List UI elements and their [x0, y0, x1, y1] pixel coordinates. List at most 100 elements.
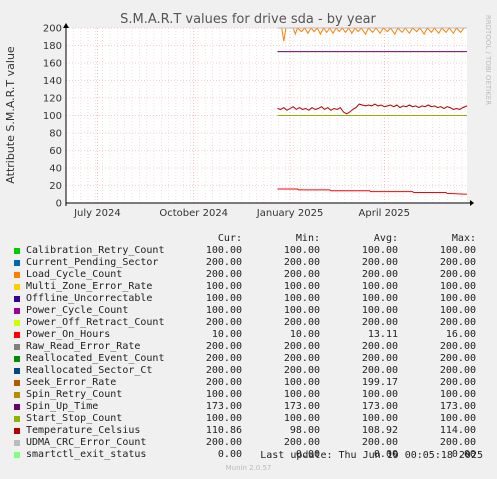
legend-name: Power_Cycle_Count — [26, 305, 129, 316]
legend-name: Seek_Error_Rate — [26, 377, 117, 388]
legend-row: Current_Pending_Sector 200.00 200.00 200.00… — [0, 257, 497, 269]
y-tick-label: 0 — [56, 199, 62, 210]
legend-cur: 200.00 — [205, 269, 242, 280]
legend-avg: 200.00 — [361, 437, 398, 448]
legend-name: Reallocated_Event_Count — [26, 353, 165, 364]
legend-row: UDMA_CRC_Error_Count 200.00 200.00 200.00 20… — [0, 437, 497, 449]
legend-header-max: Max: — [451, 233, 476, 244]
legend-max: 200.00 — [439, 377, 476, 388]
legend-name: Current_Pending_Sector — [26, 257, 159, 268]
legend-swatch — [14, 260, 20, 266]
legend-avg: 100.00 — [361, 413, 398, 424]
legend-name: Power_On_Hours — [26, 329, 111, 340]
y-tick-label: 100 — [43, 111, 62, 122]
x-tick-label: January 2025 — [256, 208, 324, 219]
y-axis-arrow — [63, 23, 69, 28]
legend-min: 98.00 — [289, 425, 320, 436]
legend-swatch — [14, 416, 20, 422]
legend-row: Load_Cycle_Count 200.00 200.00 200.00 200.00 — [0, 269, 497, 281]
legend-row: Temperature_Celsius 110.86 98.00 108.92 114.… — [0, 425, 497, 437]
series-load-cycle-count — [277, 27, 467, 42]
legend-max: 100.00 — [439, 305, 476, 316]
legend-name: smartctl_exit_status — [26, 449, 147, 460]
legend-min: 0.00 — [295, 449, 320, 460]
y-tick-label: 40 — [49, 164, 62, 175]
y-tick-label: 180 — [43, 41, 62, 52]
legend-max: 100.00 — [439, 245, 476, 256]
legend-name: Start_Stop_Count — [26, 413, 123, 424]
legend-row: Calibration_Retry_Count 100.00 100.00 100.0… — [0, 245, 497, 257]
x-tick-label: July 2024 — [73, 208, 121, 219]
legend-max: 16.00 — [445, 329, 476, 340]
legend-swatch — [14, 344, 20, 350]
legend-row: Power_Cycle_Count 100.00 100.00 100.00 100.0… — [0, 305, 497, 317]
legend-cur: 200.00 — [205, 365, 242, 376]
legend-avg: 13.11 — [367, 329, 398, 340]
legend-max: 0.00 — [451, 449, 476, 460]
legend-avg: 100.00 — [361, 305, 398, 316]
legend-min: 200.00 — [283, 317, 320, 328]
legend-min: 200.00 — [283, 257, 320, 268]
legend-header-avg: Avg: — [373, 233, 398, 244]
legend-avg: 108.92 — [361, 425, 398, 436]
y-tick-label: 20 — [49, 181, 62, 192]
legend-max: 100.00 — [439, 293, 476, 304]
y-ticks: 0 20 40 60 80 100 120 140 160 180 200 — [43, 24, 62, 210]
legend-name: Load_Cycle_Count — [26, 269, 123, 280]
y-axis-label: Attribute S.M.A.R.T value — [4, 46, 17, 184]
legend-row: Offline_Uncorrectable 100.00 100.00 100.00 1… — [0, 293, 497, 305]
chart: S.M.A.R.T values for drive sda - by year… — [4, 12, 492, 219]
y-tick-label: 120 — [43, 94, 62, 105]
legend-cur: 100.00 — [205, 281, 242, 292]
legend-cur: 200.00 — [205, 353, 242, 364]
legend-max: 114.00 — [439, 425, 476, 436]
legend-swatch — [14, 296, 20, 302]
legend-min: 100.00 — [283, 293, 320, 304]
legend-header-min: Min: — [295, 233, 320, 244]
legend-name: Power_Off_Retract_Count — [26, 317, 165, 328]
legend-name: Offline_Uncorrectable — [26, 293, 153, 304]
legend-cur: 100.00 — [205, 413, 242, 424]
legend-row: smartctl_exit_status 0.00 0.00 0.00 0.00 — [0, 449, 497, 461]
legend-avg: 100.00 — [361, 245, 398, 256]
legend-row: Reallocated_Sector_Ct 200.00 200.00 200.00 2… — [0, 365, 497, 377]
legend-row: Reallocated_Event_Count 200.00 200.00 200.0… — [0, 353, 497, 365]
legend-swatch — [14, 248, 20, 254]
y-tick-label: 200 — [43, 24, 62, 35]
legend-min: 100.00 — [283, 389, 320, 400]
legend-max: 200.00 — [439, 257, 476, 268]
legend-row: Spin_Retry_Count 100.00 100.00 100.00 100.00 — [0, 389, 497, 401]
legend-max: 200.00 — [439, 269, 476, 280]
series-power-on-hours — [277, 188, 468, 195]
legend-max: 173.00 — [439, 401, 476, 412]
legend-cur: 0.00 — [217, 449, 242, 460]
last-update: Last update: Thu Jun 19 00:05:18 2025 — [260, 450, 483, 461]
legend-max: 100.00 — [439, 413, 476, 424]
legend-row: Spin_Up_Time 173.00 173.00 173.00 173.00 — [0, 401, 497, 413]
legend-avg: 199.17 — [361, 377, 398, 388]
legend-min: 173.00 — [283, 401, 320, 412]
legend-cur: 173.00 — [205, 401, 242, 412]
legend-swatch — [14, 356, 20, 362]
series-group — [66, 27, 468, 204]
legend-swatch — [14, 428, 20, 434]
legend-min: 100.00 — [283, 377, 320, 388]
legend-cur: 100.00 — [205, 245, 242, 256]
legend-cur: 200.00 — [205, 257, 242, 268]
chart-title: S.M.A.R.T values for drive sda - by year — [120, 12, 376, 27]
legend-min: 200.00 — [283, 353, 320, 364]
legend-name: Multi_Zone_Error_Rate — [26, 281, 153, 292]
legend-name: Spin_Up_Time — [26, 401, 99, 412]
x-tick-label: October 2024 — [159, 208, 228, 219]
legend-min: 100.00 — [283, 281, 320, 292]
legend-name: UDMA_CRC_Error_Count — [26, 437, 147, 448]
legend-avg: 200.00 — [361, 257, 398, 268]
legend-name: Spin_Retry_Count — [26, 389, 123, 400]
y-tick-label: 80 — [49, 129, 62, 140]
legend-cur: 100.00 — [205, 389, 242, 400]
legend-avg: 200.00 — [361, 317, 398, 328]
legend-swatch — [14, 368, 20, 374]
legend-max: 100.00 — [439, 389, 476, 400]
legend-max: 200.00 — [439, 341, 476, 352]
legend-cur: 200.00 — [205, 437, 242, 448]
